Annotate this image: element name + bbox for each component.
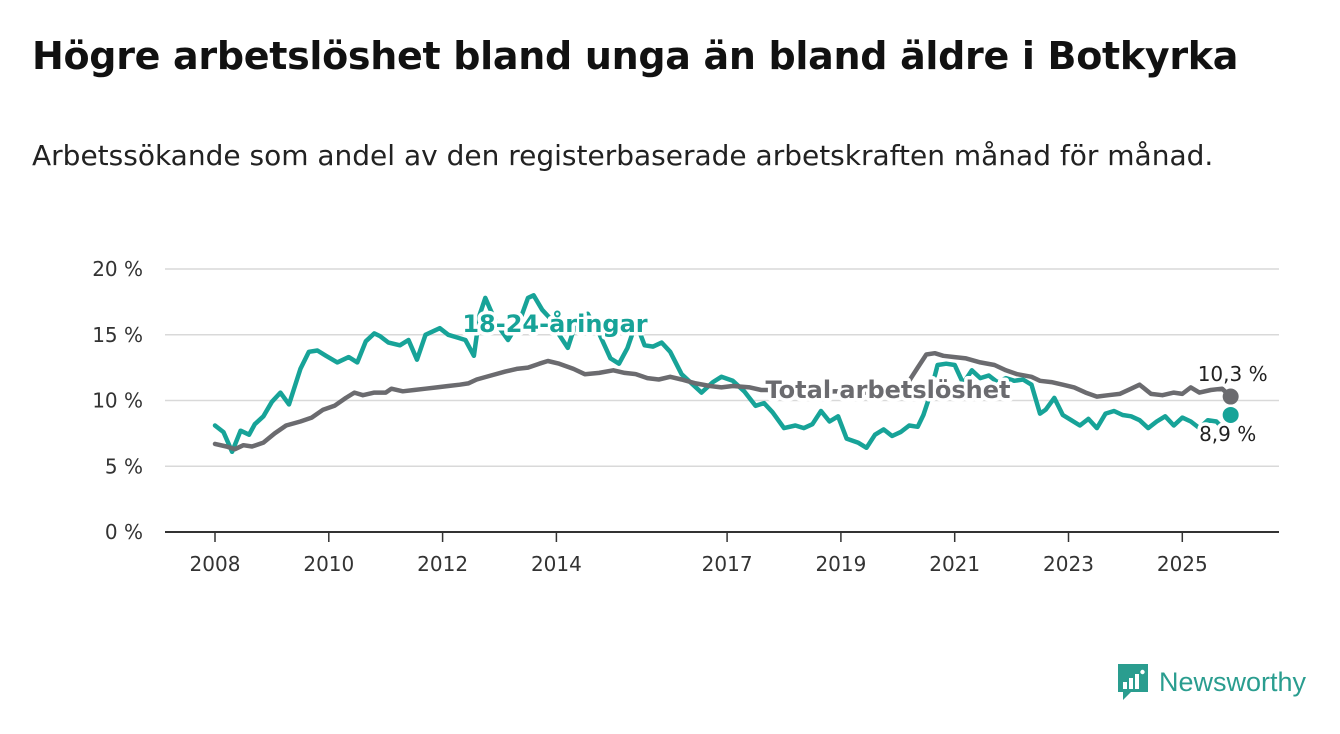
young-end-point — [1222, 406, 1239, 423]
young-series-line — [212, 293, 1231, 455]
x-tick-label: 2025 — [1157, 552, 1208, 576]
newsworthy-logo: Newsworthy — [1115, 660, 1306, 704]
brand-name: Newsworthy — [1158, 666, 1306, 697]
x-tick-label: 2012 — [417, 552, 468, 576]
young-series-label: 18-24-åringar — [462, 309, 647, 338]
grid-layer — [165, 268, 1279, 533]
chart-title: Högre arbetslöshet bland unga än bland ä… — [32, 34, 1239, 78]
x-axis-ticks: 2008 2010 2012 2014 2017 2019 2021 2023 2025 — [190, 532, 1208, 576]
series-labels: 18-24-åringar Total arbetslöshet 10,3 % 8,9… — [459, 306, 1271, 450]
x-tick-label: 2014 — [531, 552, 582, 576]
chart-subtitle: Arbetssökande som andel av den registerb… — [32, 139, 1214, 172]
y-tick-label: 0 % — [105, 520, 143, 544]
total-end-point — [1222, 388, 1239, 405]
total-series-label: Total arbetslöshet — [765, 376, 1010, 404]
x-tick-label: 2023 — [1043, 552, 1094, 576]
total-end-value-label: 10,3 % — [1198, 362, 1268, 386]
series-lines — [212, 293, 1233, 455]
young-end-value-label: 8,9 % — [1199, 422, 1256, 446]
y-tick-label: 20 % — [92, 257, 143, 281]
x-tick-label: 2021 — [929, 552, 980, 576]
x-tick-label: 2017 — [702, 552, 753, 576]
x-tick-label: 2019 — [815, 552, 866, 576]
total-series-line — [212, 350, 1233, 452]
newsworthy-chart-icon — [1117, 664, 1148, 700]
y-tick-label: 10 % — [92, 389, 143, 413]
x-tick-label: 2008 — [190, 552, 241, 576]
y-tick-label: 5 % — [105, 454, 143, 478]
y-tick-label: 15 % — [92, 323, 143, 347]
x-tick-label: 2010 — [303, 552, 354, 576]
y-axis-ticks: 0 % 5 % 10 % 15 % 20 % — [92, 257, 143, 544]
